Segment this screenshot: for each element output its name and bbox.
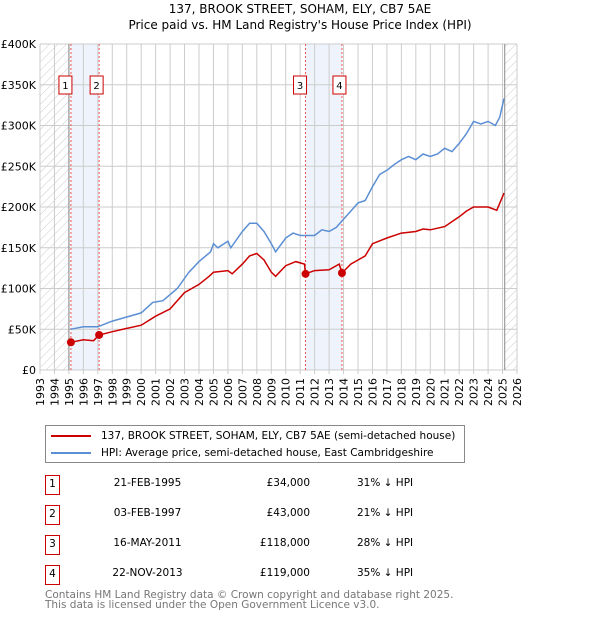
x-tick-label: 2021: [439, 378, 452, 406]
x-tick-label: 2002: [164, 378, 177, 406]
property-price-line: [70, 192, 505, 344]
legend-label-property: 137, BROOK STREET, SOHAM, ELY, CB7 5AE (…: [101, 430, 456, 442]
table-row: 1 21-FEB-1995 £34,000 31% ↓ HPI: [45, 475, 465, 495]
table-row: 4 22-NOV-2013 £119,000 35% ↓ HPI: [45, 565, 465, 585]
x-tick-label: 1997: [92, 378, 105, 406]
y-tick-label: £50K: [8, 323, 37, 336]
x-tick-label: 2015: [352, 378, 365, 406]
y-tick-label: £250K: [1, 160, 37, 173]
x-tick-label: 1995: [63, 378, 76, 406]
x-tick-label: 2011: [294, 378, 307, 406]
sale-marker-label: 2: [93, 81, 99, 92]
x-tick-label: 2020: [424, 378, 437, 406]
price-chart: 1993 1994 1995 1996 1997 1998 1999 2000 2001 2002…: [1, 38, 524, 406]
table-row: 3 16-MAY-2011 £118,000 28% ↓ HPI: [45, 535, 465, 555]
x-tick-label: 2010: [280, 378, 293, 406]
sale-hpi-diff: 31% ↓ HPI: [357, 477, 414, 489]
sale-hpi-diff: 28% ↓ HPI: [357, 537, 414, 549]
x-tick-label: 2009: [265, 378, 278, 406]
sale-date: 03-FEB-1997: [113, 507, 182, 519]
x-tick-label: 2017: [381, 378, 394, 406]
sale-date: 21-FEB-1995: [113, 477, 182, 489]
y-tick-label: £100K: [1, 283, 37, 296]
x-tick-label: 2007: [236, 378, 249, 406]
y-tick-label: £400K: [1, 38, 37, 51]
x-tick-label: 1994: [48, 378, 61, 406]
x-tick-label: 2016: [366, 378, 379, 406]
sale-marker-box: [332, 75, 347, 95]
x-tick-label: 2004: [193, 378, 206, 406]
x-tick-label: 2019: [410, 378, 423, 406]
x-tick-label: 2000: [135, 378, 148, 406]
sale-point: [301, 269, 310, 278]
legend: 137, BROOK STREET, SOHAM, ELY, CB7 5AE (…: [45, 425, 465, 463]
y-tick-label: £300K: [1, 120, 37, 133]
sale-date: 16-MAY-2011: [113, 537, 182, 549]
legend-label-hpi: HPI: Average price, semi-detached house,…: [101, 447, 434, 459]
y-tick-label: £0: [22, 364, 36, 377]
sale-marker-label: 3: [297, 81, 303, 92]
sale-marker-label: 4: [336, 81, 342, 92]
sale-marker-box: [89, 75, 104, 95]
footer-licence: This data is licensed under the Open Gov…: [45, 599, 380, 611]
legend-swatch-property: [51, 435, 91, 437]
sale-price: £118,000: [259, 537, 310, 549]
x-tick-label: 1996: [77, 378, 90, 406]
x-tick-label: 2026: [511, 378, 524, 406]
x-tick-label: 2022: [453, 378, 466, 406]
sale-point: [337, 269, 346, 278]
footer-copyright: Contains HM Land Registry data © Crown c…: [45, 589, 454, 601]
sale-marker: 1: [45, 475, 60, 495]
y-tick-label: £200K: [1, 201, 37, 214]
sale-price: £43,000: [266, 507, 310, 519]
sale-point: [66, 338, 75, 347]
x-tick-label: 2006: [222, 378, 235, 406]
sale-marker-box: [58, 75, 73, 95]
x-tick-label: 2018: [395, 378, 408, 406]
x-tick-label: 1993: [34, 378, 47, 406]
x-tick-label: 2013: [323, 378, 336, 406]
legend-swatch-hpi: [51, 452, 91, 454]
chart-subtitle: Price paid vs. HM Land Registry's House …: [128, 18, 472, 32]
x-tick-label: 1998: [106, 378, 119, 406]
hpi-line: [70, 98, 505, 331]
x-tick-label: 2023: [468, 378, 481, 406]
y-tick-label: £150K: [1, 242, 37, 255]
sale-date: 22-NOV-2013: [112, 567, 183, 579]
sale-marker-box: [293, 75, 308, 95]
footer: Contains HM Land Registry data © Crown c…: [45, 589, 454, 611]
sale-price: £34,000: [266, 477, 310, 489]
x-tick-label: 2024: [482, 378, 495, 406]
x-tick-label: 2008: [251, 378, 264, 406]
x-tick-label: 2005: [207, 378, 220, 406]
x-tick-label: 2001: [150, 378, 163, 406]
sale-point: [95, 330, 104, 339]
y-tick-label: £350K: [1, 79, 37, 92]
x-tick-label: 2014: [338, 378, 351, 406]
sale-marker: 2: [45, 505, 60, 525]
sale-marker-label: 1: [62, 81, 68, 92]
table-row: 2 03-FEB-1997 £43,000 21% ↓ HPI: [45, 505, 465, 525]
sale-hpi-diff: 21% ↓ HPI: [357, 507, 414, 519]
sale-marker: 4: [45, 565, 60, 585]
x-tick-label: 2003: [179, 378, 192, 406]
sale-price: £119,000: [259, 567, 310, 579]
x-tick-label: 2012: [309, 378, 322, 406]
x-tick-label: 1999: [121, 378, 134, 406]
sale-hpi-diff: 35% ↓ HPI: [357, 567, 414, 579]
x-tick-label: 2025: [497, 378, 510, 406]
sale-marker: 3: [45, 535, 60, 555]
chart-title: 137, BROOK STREET, SOHAM, ELY, CB7 5AE: [168, 2, 432, 16]
